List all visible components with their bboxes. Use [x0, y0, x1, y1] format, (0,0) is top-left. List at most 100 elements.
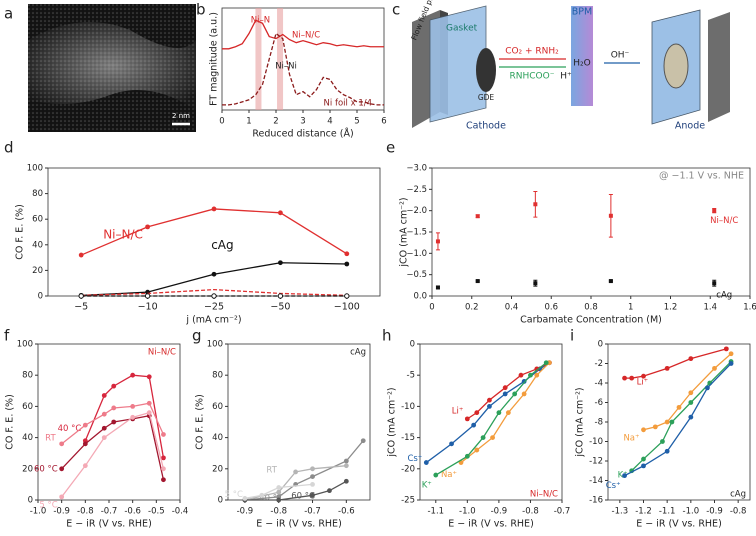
- tem-image: 2 nm: [28, 4, 196, 132]
- marker: [723, 346, 729, 352]
- marker: [259, 492, 265, 498]
- marker: [435, 285, 440, 290]
- y-tick-label: -25: [401, 496, 415, 506]
- series-line: [61, 411, 165, 498]
- y-tick-label: 60: [22, 402, 33, 412]
- x-tick-label: 1: [628, 303, 633, 313]
- label: H₂O: [573, 59, 590, 69]
- marker: [512, 391, 518, 397]
- marker: [474, 410, 480, 416]
- x-tick-label: -0.9: [53, 507, 70, 517]
- marker: [344, 293, 350, 299]
- x-tick-label: 0.2: [465, 303, 479, 313]
- y-tick-label: 0: [28, 496, 33, 506]
- x-tick-label: -0.7: [101, 507, 118, 517]
- marker: [130, 372, 136, 378]
- y-tick-label: -4: [595, 379, 603, 389]
- y-tick-label: −1.5: [406, 228, 427, 238]
- marker: [669, 419, 675, 425]
- marker: [146, 410, 152, 416]
- series-label: 60 °C: [291, 492, 315, 502]
- marker: [130, 414, 136, 420]
- marker: [344, 251, 350, 257]
- marker: [161, 466, 166, 472]
- marker: [471, 422, 477, 428]
- panel-label: b: [196, 1, 206, 19]
- marker: [608, 279, 613, 284]
- series-line: [244, 483, 313, 500]
- panel-label: e: [386, 139, 395, 157]
- series-line: [244, 440, 364, 501]
- marker: [641, 456, 646, 462]
- marker: [534, 366, 540, 372]
- marker: [608, 213, 613, 218]
- marker: [712, 281, 717, 286]
- series-line: [624, 348, 727, 379]
- marker: [111, 383, 117, 389]
- marker: [543, 360, 549, 366]
- series-line: [643, 353, 732, 431]
- series-label: Ni–N/C: [292, 30, 320, 40]
- label: BPM: [572, 7, 592, 18]
- marker: [59, 494, 65, 500]
- marker: [101, 425, 107, 431]
- x-axis-label: j (mA cm⁻²): [185, 315, 241, 326]
- marker: [145, 224, 151, 230]
- x-tick-label: −50: [270, 302, 290, 313]
- marker: [534, 372, 540, 378]
- series-label: Cs⁺: [606, 481, 621, 491]
- x-tick-label: 1.2: [664, 303, 678, 313]
- x-tick-label: 4: [327, 117, 332, 127]
- y-tick-label: 0: [218, 496, 223, 506]
- panel-label: f: [4, 327, 10, 345]
- y-tick-label: -15: [401, 433, 415, 443]
- marker: [712, 208, 717, 213]
- series-line: [425, 362, 550, 464]
- series-label: Na⁺: [441, 470, 457, 480]
- marker: [712, 365, 717, 371]
- chart: 0 0.2 0.4 0.6 0.8 1 1.2 1.4 1.6 0.0 −0.5 −1.0 −1.5 −2…: [399, 164, 756, 326]
- marker: [78, 252, 84, 258]
- marker: [146, 374, 152, 380]
- x-tick-label: 0: [219, 117, 224, 127]
- marker: [641, 427, 646, 433]
- marker: [502, 385, 508, 391]
- x-tick-label: -0.8: [522, 507, 539, 517]
- y-tick-label: 40: [32, 240, 43, 250]
- x-tick-label: -1.1: [659, 507, 676, 517]
- marker: [423, 460, 429, 465]
- x-tick-label: 0: [429, 303, 434, 313]
- series-label: cAg: [211, 238, 233, 252]
- marker: [161, 455, 166, 461]
- series-line: [81, 288, 347, 297]
- label: Gasket: [446, 24, 478, 34]
- x-tick-label: -0.7: [554, 507, 571, 517]
- x-tick-label: −5: [74, 302, 88, 313]
- marker: [676, 404, 682, 410]
- annotation: cAg: [730, 490, 746, 500]
- x-tick-label: 2: [273, 117, 278, 127]
- y-tick-label: −2.0: [406, 206, 427, 216]
- marker: [343, 463, 349, 469]
- marker: [664, 448, 670, 454]
- marker: [78, 293, 84, 299]
- chart: -0.9 -0.8 -0.7 -0.6 0 20 40 60 80 100 E − iR (V vs…: [195, 340, 371, 530]
- marker: [490, 435, 495, 440]
- series-label: Ni–N/C: [710, 216, 738, 226]
- series-label: Ni–N/C: [103, 228, 143, 242]
- marker: [660, 439, 665, 444]
- marker: [130, 404, 136, 409]
- y-tick-label: -5: [407, 371, 415, 381]
- x-axis-label: Reduced distance (Å): [252, 128, 353, 140]
- y-axis-label: CO F. E. (%): [15, 204, 26, 260]
- highlight-band: [277, 8, 284, 110]
- series-label: RT: [45, 433, 56, 443]
- marker: [435, 239, 440, 244]
- marker: [293, 469, 299, 475]
- y-tick-label: -14: [589, 476, 603, 486]
- annotation: Ni–Ni: [275, 62, 297, 72]
- highlight-band: [255, 8, 262, 110]
- x-tick-label: -1.0: [459, 507, 476, 517]
- y-tick-label: −0.5: [406, 270, 427, 280]
